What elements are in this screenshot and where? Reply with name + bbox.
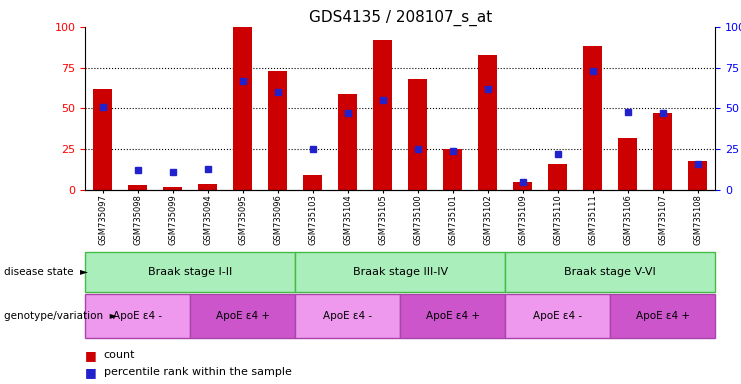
Text: Braak stage I-II: Braak stage I-II: [148, 266, 233, 277]
Text: ApoE ε4 -: ApoE ε4 -: [323, 311, 372, 321]
Bar: [338, 94, 357, 190]
Bar: [443, 149, 462, 190]
Bar: [688, 161, 707, 190]
Text: genotype/variation  ►: genotype/variation ►: [4, 311, 117, 321]
Text: ApoE ε4 +: ApoE ε4 +: [216, 311, 270, 321]
Text: ApoE ε4 -: ApoE ε4 -: [113, 311, 162, 321]
Bar: [513, 182, 532, 190]
Text: ■: ■: [85, 349, 97, 362]
Bar: [478, 55, 497, 190]
Text: ApoE ε4 -: ApoE ε4 -: [533, 311, 582, 321]
Text: disease state  ►: disease state ►: [4, 266, 87, 277]
Bar: [198, 184, 217, 190]
Bar: [583, 46, 602, 190]
Bar: [618, 138, 637, 190]
Bar: [128, 185, 147, 190]
Bar: [303, 175, 322, 190]
Text: ApoE ε4 +: ApoE ε4 +: [425, 311, 479, 321]
Bar: [653, 113, 672, 190]
Bar: [268, 71, 288, 190]
Text: Braak stage III-IV: Braak stage III-IV: [353, 266, 448, 277]
Text: count: count: [104, 350, 136, 360]
Bar: [163, 187, 182, 190]
Bar: [233, 27, 252, 190]
Text: ApoE ε4 +: ApoE ε4 +: [636, 311, 690, 321]
Text: ■: ■: [85, 366, 97, 379]
Text: Braak stage V-VI: Braak stage V-VI: [564, 266, 656, 277]
Bar: [548, 164, 567, 190]
Bar: [373, 40, 392, 190]
Bar: [408, 79, 428, 190]
Text: percentile rank within the sample: percentile rank within the sample: [104, 367, 292, 377]
Bar: [93, 89, 113, 190]
Title: GDS4135 / 208107_s_at: GDS4135 / 208107_s_at: [308, 9, 492, 25]
